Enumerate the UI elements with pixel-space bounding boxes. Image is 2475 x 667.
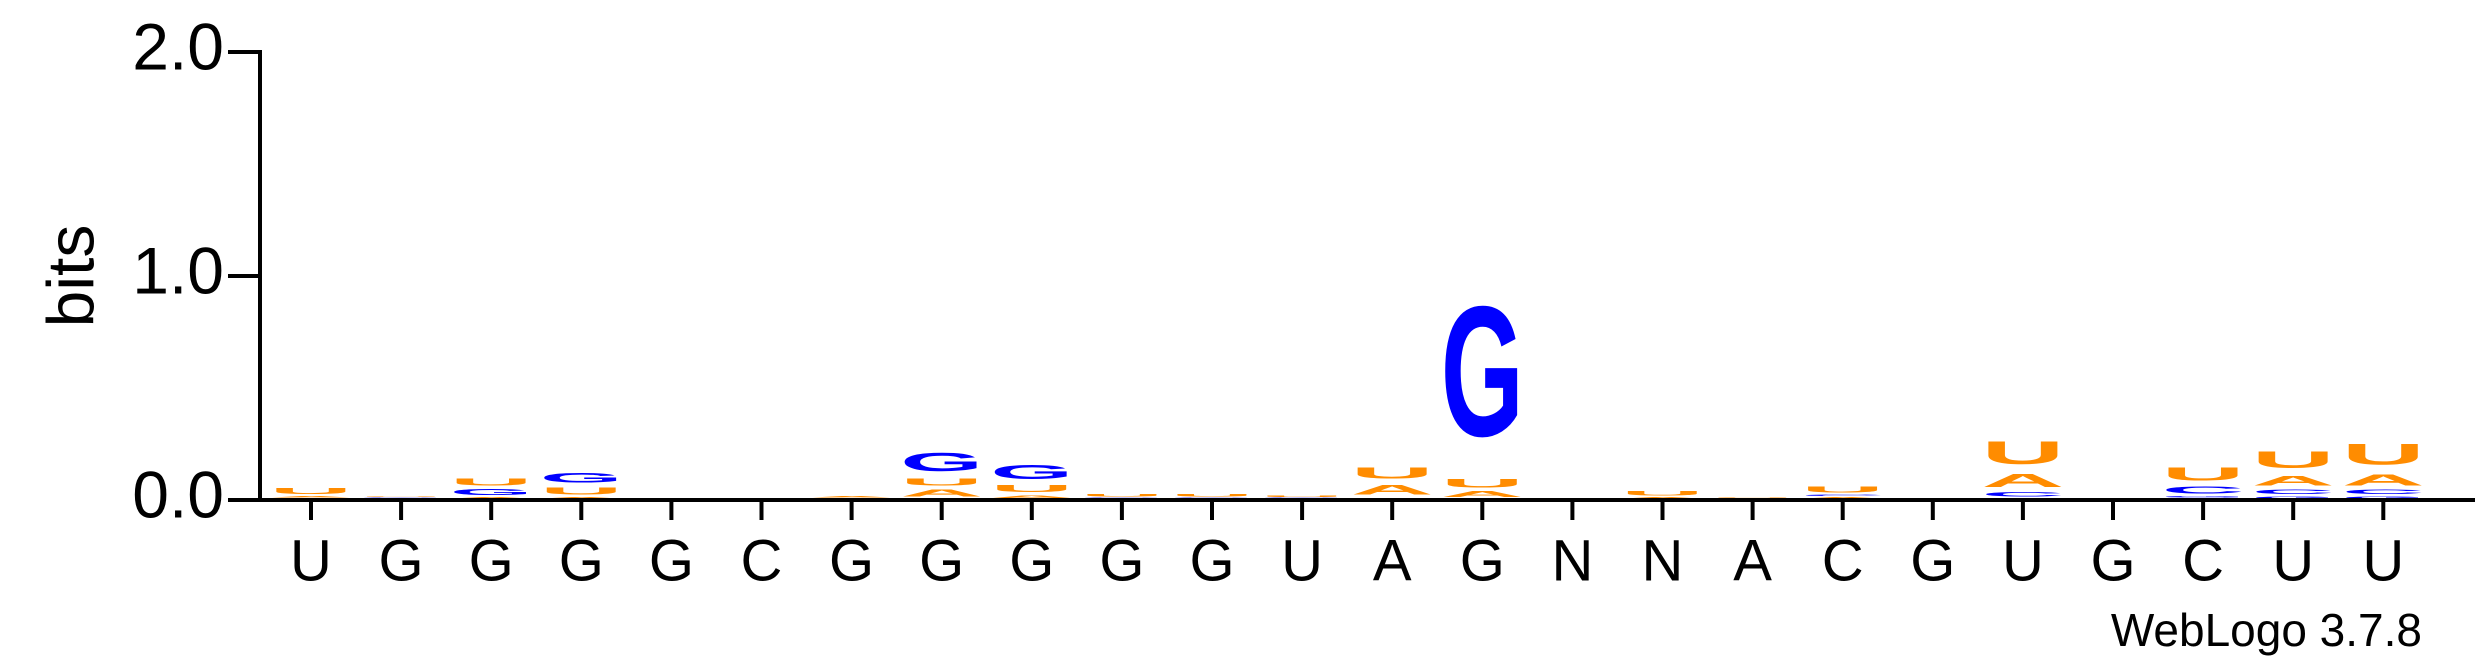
letter: U [2162, 464, 2245, 484]
letter: A [810, 496, 893, 498]
letter: A [1621, 497, 1704, 499]
letter: U [1441, 477, 1524, 490]
letter: G [450, 488, 533, 497]
x-tick-label: U [1281, 528, 1323, 593]
x-tick-label: N [1551, 528, 1593, 593]
letter: G [360, 497, 443, 498]
letters: CGAUCAGUCAGUCAUGACGUACGUCGUACAUGCAUGCAGU… [270, 269, 2425, 500]
letter: G [2252, 496, 2335, 500]
x-tick-label: G [919, 528, 964, 593]
letter: A [1351, 482, 1434, 498]
x-tick-label: G [1099, 528, 1144, 593]
letter: U [1981, 435, 2064, 471]
letter: G [1441, 269, 1524, 476]
x-tick-label: C [2182, 528, 2224, 593]
letter: U [1261, 495, 1344, 497]
x-tick-label: C [1822, 528, 1864, 593]
letter: G [1171, 497, 1254, 498]
letter: G [900, 448, 983, 477]
letter: A [1801, 497, 1884, 499]
letter: G [2162, 496, 2245, 498]
letter: U [1351, 464, 1434, 482]
letter: U [1801, 485, 1884, 494]
letter: U [1621, 490, 1704, 497]
x-tick-label: G [379, 528, 424, 593]
letter: U [1171, 493, 1254, 497]
y-tick-label: 0.0 [132, 457, 224, 531]
x-tick-label: N [1642, 528, 1684, 593]
letter: G [1080, 497, 1163, 498]
x-tick-label: C [741, 528, 783, 593]
letter: U [1711, 497, 1794, 498]
letter: G [2342, 496, 2425, 500]
x-tick-label: U [2002, 528, 2044, 593]
letter: A [1441, 490, 1524, 499]
letter: A [1981, 471, 2064, 491]
x-tick-label: G [559, 528, 604, 593]
letter: U [990, 483, 1073, 494]
letter: A [450, 497, 533, 499]
letter: G [540, 470, 623, 486]
letter: G [990, 461, 1073, 483]
x-tick-label: G [649, 528, 694, 593]
y-tick-label: 1.0 [132, 233, 224, 307]
x-tick-label: G [2090, 528, 2135, 593]
x-tick-label: G [469, 528, 514, 593]
letter: A [540, 497, 623, 499]
x-tick-label: U [2362, 528, 2404, 593]
y-tick-label: 2.0 [132, 9, 224, 83]
letter: G [1261, 497, 1344, 498]
x-tick-label: G [1189, 528, 1234, 593]
x-tick-label: A [1373, 528, 1412, 593]
letter: C [2162, 484, 2245, 495]
y-axis-label: bits [33, 225, 107, 328]
letter: A [900, 488, 983, 499]
x-tick-label: G [1910, 528, 1955, 593]
x-tick-label: G [1460, 528, 1505, 593]
x-tick-label: G [1009, 528, 1054, 593]
letter: C [1801, 494, 1884, 496]
letter: U [2342, 437, 2425, 471]
letter: U [1080, 493, 1163, 497]
footer: WebLogo 3.7.8 [2111, 604, 2422, 656]
letter: U [540, 485, 623, 496]
letter: U [270, 487, 353, 496]
x-tick-label: G [829, 528, 874, 593]
letter: A [990, 494, 1073, 498]
letter: U [360, 496, 443, 497]
letter: C [2252, 489, 2335, 496]
letter: A [2252, 473, 2335, 489]
letter: C [1981, 491, 2064, 498]
x-tick-label: U [2272, 528, 2314, 593]
letter: U [450, 477, 533, 488]
x-tick-label: A [1733, 528, 1772, 593]
letter: U [2252, 446, 2335, 473]
x-tick-label: U [290, 528, 332, 593]
letter: A [2342, 471, 2425, 489]
letter: C [2342, 489, 2425, 496]
letter: A [270, 496, 353, 498]
letter: U [900, 477, 983, 488]
